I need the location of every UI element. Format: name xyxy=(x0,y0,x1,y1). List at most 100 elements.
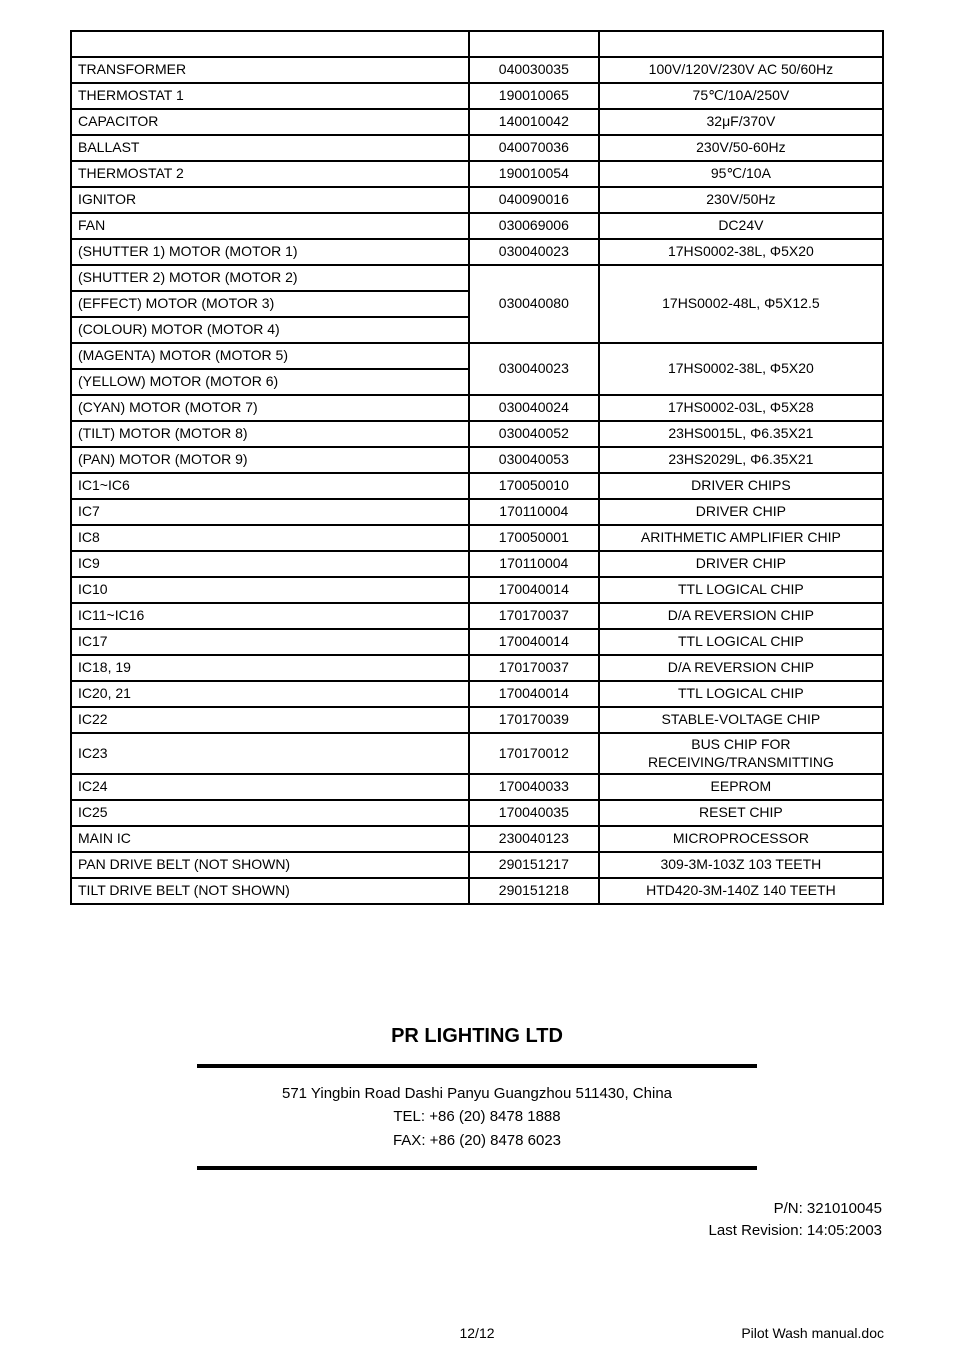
cell-desc: DRIVER CHIPS xyxy=(599,473,883,499)
last-revision: Last Revision: 14:05:2003 xyxy=(70,1220,882,1243)
table-row: TRANSFORMER040030035100V/120V/230V AC 50… xyxy=(71,57,883,83)
cell-desc: DRIVER CHIP xyxy=(599,551,883,577)
cell-desc: 23HS0015L, Φ6.35X21 xyxy=(599,421,883,447)
divider-bottom xyxy=(197,1166,757,1170)
cell-name: IC8 xyxy=(71,525,469,551)
part-number: P/N: 321010045 xyxy=(70,1198,882,1221)
cell-code: 030040080 xyxy=(469,265,599,343)
table-row: IC10170040014TTL LOGICAL CHIP xyxy=(71,577,883,603)
table-row: (PAN) MOTOR (MOTOR 9)03004005323HS2029L,… xyxy=(71,447,883,473)
cell-desc: TTL LOGICAL CHIP xyxy=(599,681,883,707)
cell-code: 030069006 xyxy=(469,213,599,239)
cell-code: 170050001 xyxy=(469,525,599,551)
parts-table: TRANSFORMER040030035100V/120V/230V AC 50… xyxy=(70,30,884,905)
table-row: IC17170040014TTL LOGICAL CHIP xyxy=(71,629,883,655)
footer-doc-name: Pilot Wash manual.doc xyxy=(741,1325,884,1341)
cell-name: (SHUTTER 2) MOTOR (MOTOR 2) xyxy=(71,265,469,291)
cell-code: 170040033 xyxy=(469,774,599,800)
table-row: IC8170050001ARITHMETIC AMPLIFIER CHIP xyxy=(71,525,883,551)
cell-name: CAPACITOR xyxy=(71,109,469,135)
cell-desc: 32μF/370V xyxy=(599,109,883,135)
cell-name: TILT DRIVE BELT (NOT SHOWN) xyxy=(71,878,469,904)
cell-code: 170050010 xyxy=(469,473,599,499)
cell-desc: 23HS2029L, Φ6.35X21 xyxy=(599,447,883,473)
cell-name: (EFFECT) MOTOR (MOTOR 3) xyxy=(71,291,469,317)
cell-name: (TILT) MOTOR (MOTOR 8) xyxy=(71,421,469,447)
cell-desc: ARITHMETIC AMPLIFIER CHIP xyxy=(599,525,883,551)
cell-name: IC24 xyxy=(71,774,469,800)
cell-code: 170170039 xyxy=(469,707,599,733)
cell-desc: BUS CHIP FOR RECEIVING/TRANSMITTING xyxy=(599,733,883,774)
cell-desc: DC24V xyxy=(599,213,883,239)
cell-desc: MICROPROCESSOR xyxy=(599,826,883,852)
divider-top xyxy=(197,1064,757,1068)
meta-block: P/N: 321010045 Last Revision: 14:05:2003 xyxy=(70,1198,884,1243)
table-row: (SHUTTER 1) MOTOR (MOTOR 1)03004002317HS… xyxy=(71,239,883,265)
cell-code: 140010042 xyxy=(469,109,599,135)
table-row: THERMOSTAT 119001006575℃/10A/250V xyxy=(71,83,883,109)
cell-name: (CYAN) MOTOR (MOTOR 7) xyxy=(71,395,469,421)
cell-name: IC9 xyxy=(71,551,469,577)
table-row: (CYAN) MOTOR (MOTOR 7)03004002417HS0002-… xyxy=(71,395,883,421)
table-row: IC1~IC6170050010DRIVER CHIPS xyxy=(71,473,883,499)
cell-desc: 17HS0002-38L, Φ5X20 xyxy=(599,239,883,265)
table-row: IC11~IC16170170037D/A REVERSION CHIP xyxy=(71,603,883,629)
cell-desc: DRIVER CHIP xyxy=(599,499,883,525)
cell-name: THERMOSTAT 1 xyxy=(71,83,469,109)
cell-desc: 230V/50Hz xyxy=(599,187,883,213)
company-tel: TEL: +86 (20) 8478 1888 xyxy=(70,1105,884,1128)
cell-name: (MAGENTA) MOTOR (MOTOR 5) xyxy=(71,343,469,369)
cell-code: 170040014 xyxy=(469,577,599,603)
cell-name: IC22 xyxy=(71,707,469,733)
table-row: (TILT) MOTOR (MOTOR 8)03004005223HS0015L… xyxy=(71,421,883,447)
company-fax: FAX: +86 (20) 8478 6023 xyxy=(70,1129,884,1152)
cell-name: (PAN) MOTOR (MOTOR 9) xyxy=(71,447,469,473)
company-address: 571 Yingbin Road Dashi Panyu Guangzhou 5… xyxy=(70,1082,884,1105)
cell-desc: 95℃/10A xyxy=(599,161,883,187)
cell-code: 230040123 xyxy=(469,826,599,852)
cell-code: 170040014 xyxy=(469,681,599,707)
cell-code: 170110004 xyxy=(469,551,599,577)
company-title: PR LIGHTING LTD xyxy=(70,1025,884,1048)
cell-code: 030040052 xyxy=(469,421,599,447)
cell-name: (COLOUR) MOTOR (MOTOR 4) xyxy=(71,317,469,343)
table-row: IC9170110004DRIVER CHIP xyxy=(71,551,883,577)
table-row: IC7170110004DRIVER CHIP xyxy=(71,499,883,525)
footer-page-number: 12/12 xyxy=(459,1325,494,1341)
cell-code: 170170012 xyxy=(469,733,599,774)
cell-desc: TTL LOGICAL CHIP xyxy=(599,577,883,603)
cell-desc: 230V/50-60Hz xyxy=(599,135,883,161)
cell-desc: 100V/120V/230V AC 50/60Hz xyxy=(599,57,883,83)
company-block: PR LIGHTING LTD 571 Yingbin Road Dashi P… xyxy=(70,1025,884,1170)
table-row: PAN DRIVE BELT (NOT SHOWN)290151217309-3… xyxy=(71,852,883,878)
cell-name: BALLAST xyxy=(71,135,469,161)
table-row: FAN030069006DC24V xyxy=(71,213,883,239)
cell-desc: D/A REVERSION CHIP xyxy=(599,603,883,629)
cell-name: IC23 xyxy=(71,733,469,774)
cell-code: 190010054 xyxy=(469,161,599,187)
cell-name: IGNITOR xyxy=(71,187,469,213)
cell-name: IC18, 19 xyxy=(71,655,469,681)
table-row: TILT DRIVE BELT (NOT SHOWN)290151218HTD4… xyxy=(71,878,883,904)
table-row: (MAGENTA) MOTOR (MOTOR 5)03004002317HS00… xyxy=(71,343,883,369)
cell-name: FAN xyxy=(71,213,469,239)
table-row: MAIN IC230040123MICROPROCESSOR xyxy=(71,826,883,852)
cell-name: IC1~IC6 xyxy=(71,473,469,499)
cell-desc: 17HS0002-48L, Φ5X12.5 xyxy=(599,265,883,343)
table-row: (SHUTTER 2) MOTOR (MOTOR 2)03004008017HS… xyxy=(71,265,883,291)
cell-name: (SHUTTER 1) MOTOR (MOTOR 1) xyxy=(71,239,469,265)
cell-name: (YELLOW) MOTOR (MOTOR 6) xyxy=(71,369,469,395)
cell-desc: STABLE-VOLTAGE CHIP xyxy=(599,707,883,733)
cell-name: IC11~IC16 xyxy=(71,603,469,629)
cell-desc: 75℃/10A/250V xyxy=(599,83,883,109)
cell-code: 170110004 xyxy=(469,499,599,525)
cell-desc xyxy=(599,31,883,57)
table-row: IC25170040035RESET CHIP xyxy=(71,800,883,826)
table-row xyxy=(71,31,883,57)
cell-desc: EEPROM xyxy=(599,774,883,800)
cell-name: PAN DRIVE BELT (NOT SHOWN) xyxy=(71,852,469,878)
cell-name: THERMOSTAT 2 xyxy=(71,161,469,187)
cell-code: 170170037 xyxy=(469,603,599,629)
cell-desc: 309-3M-103Z 103 TEETH xyxy=(599,852,883,878)
table-row: THERMOSTAT 219001005495℃/10A xyxy=(71,161,883,187)
